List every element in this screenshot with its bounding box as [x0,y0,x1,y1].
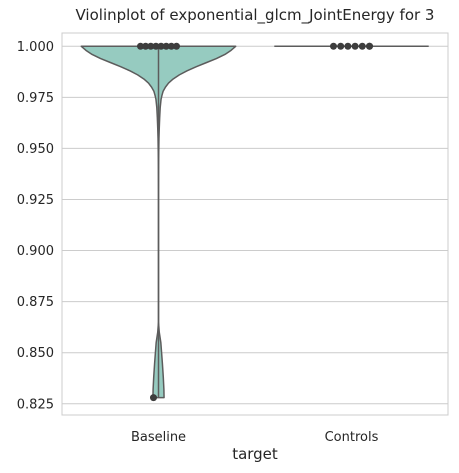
data-point [162,42,170,50]
grid-lines [62,45,448,405]
data-point [173,42,180,50]
plot-frame [61,32,449,416]
data-point [157,42,165,50]
y-tick-label: 0.875 [17,295,54,310]
chart-title: Violinplot of exponential_glcm_JointEner… [76,6,435,25]
data-point [337,42,345,50]
x-tick-label: Baseline [131,430,186,445]
data-point [366,42,373,50]
x-axis-label: target [232,445,278,463]
y-tick-label: 0.825 [17,397,54,412]
data-point [167,42,175,50]
y-axis-ticks: 0.825 0.850 0.875 0.900 0.925 0.950 0.975 1.000 [17,40,54,412]
data-points [137,42,373,402]
y-tick-label: 0.975 [17,91,54,106]
data-point [137,42,144,50]
data-point [351,42,359,50]
data-point [147,42,155,50]
y-tick-label: 0.900 [17,244,54,259]
data-point [150,394,157,402]
y-tick-label: 1.000 [17,40,54,55]
data-point [330,42,337,50]
x-axis-ticks: Baseline Controls [131,430,379,445]
data-point [358,42,366,50]
y-tick-label: 0.850 [17,346,54,361]
data-point [142,42,150,50]
y-tick-label: 0.925 [17,193,54,208]
data-point [344,42,352,50]
y-tick-label: 0.950 [17,142,54,157]
data-point [152,42,160,50]
x-tick-label: Controls [325,430,379,445]
